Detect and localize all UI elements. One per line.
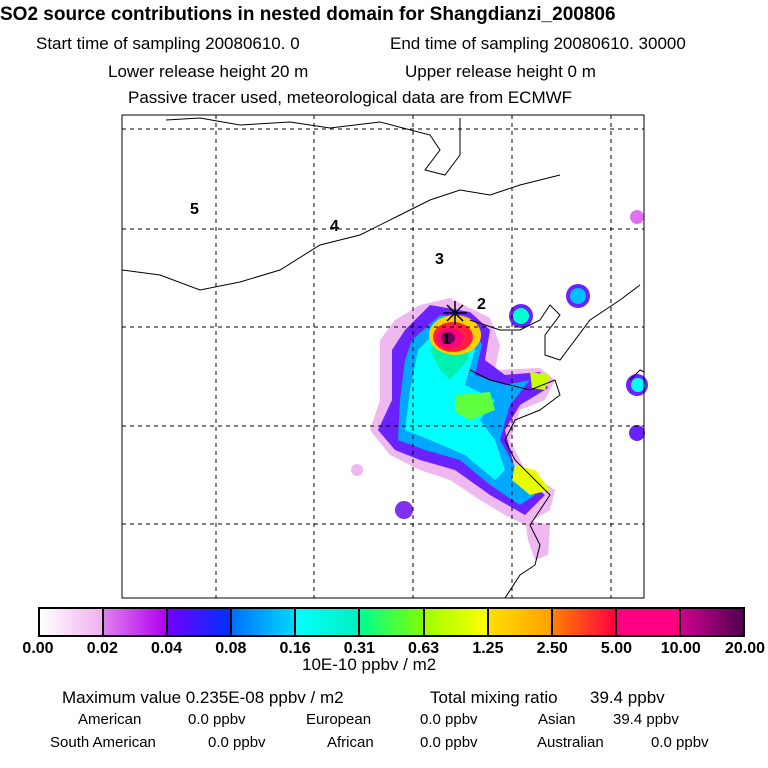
start-time: Start time of sampling 20080610. 0 [36,34,300,53]
tracer-note: Passive tracer used, meteorological data… [128,88,573,107]
region-label-1: 1 [442,331,451,348]
total-mixing-ratio-value: 39.4 ppbv [590,688,665,707]
colorbar-tick-label: 2.50 [536,640,568,657]
african-label: African [327,734,374,751]
concentration-field [351,210,648,560]
colorbar-unit: 10E-10 ppbv / m2 [302,655,437,674]
region-label-5: 5 [190,201,199,218]
plot-title: SO2 source contributions in nested domai… [0,4,616,25]
colorbar-tick-label: 10.00 [660,640,701,657]
colorbar-tick-label: 0.31 [343,640,375,657]
colorbar-segment [616,609,681,635]
region-label-4: 4 [330,218,339,235]
colorbar-segment [232,609,297,635]
colorbar-tick-label: 0.04 [150,640,183,657]
colorbar-tick-label: 0.63 [408,640,440,657]
colorbar-tick-label: 20.00 [724,640,766,657]
colorbar-tick-label: 1.25 [472,640,504,657]
colorbar-tick-label: 0.00 [22,640,54,657]
american-value: 0.0 ppbv [188,711,246,728]
american-label: American [78,711,142,728]
asian-value: 39.4 ppbv [613,711,679,728]
colorbar-segment [680,609,744,635]
asian-label: Asian [538,711,576,728]
colorbar [38,607,745,637]
colorbar-segment [552,609,617,635]
colorbar-tick-label: 0.02 [86,640,118,657]
colorbar-segment [488,609,553,635]
colorbar-tick-label: 5.00 [600,640,633,657]
colorbar-segment [168,609,233,635]
australian-label: Australian [537,734,604,751]
lower-release-height: Lower release height 20 m [108,62,309,81]
australian-value: 0.0 ppbv [651,734,709,751]
star-icon [443,301,467,325]
colorbar-segment [296,609,361,635]
colorbar-segment [40,609,105,635]
end-time: End time of sampling 20080610. 30000 [390,34,686,53]
colorbar-segment [360,609,425,635]
south-american-label: South American [50,734,156,751]
region-label-3: 3 [435,251,444,268]
colorbar-tick-label: 0.16 [279,640,311,657]
african-value: 0.0 ppbv [420,734,478,751]
map-frame [121,114,645,599]
colorbar-segment [104,609,169,635]
european-label: European [306,711,372,728]
region-label-2: 2 [477,296,486,313]
south-american-value: 0.0 ppbv [208,734,266,751]
colorbar-tick-label: 0.08 [215,640,247,657]
european-value: 0.0 ppbv [420,711,478,728]
maximum-value: Maximum value 0.235E-08 ppbv / m2 [62,688,344,707]
upper-release-height: Upper release height 0 m [405,62,596,81]
colorbar-segment [424,609,489,635]
total-mixing-ratio-label: Total mixing ratio [430,688,558,707]
grid-lines [122,115,644,598]
